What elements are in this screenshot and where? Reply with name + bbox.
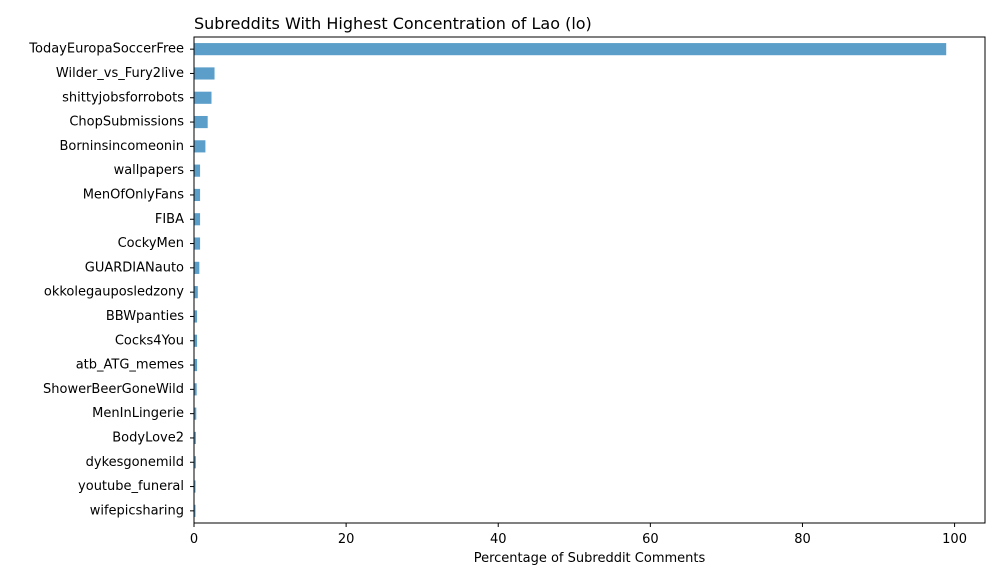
y-tick-label: atb_ATG_memes xyxy=(76,358,185,373)
y-tick-label: shittyjobsforrobots xyxy=(62,90,184,105)
bar-MenOfOnlyFans xyxy=(194,188,201,202)
bar-ChopSubmissions xyxy=(194,115,208,129)
plot-frame xyxy=(193,36,986,524)
y-tick-label: okkolegauposledzony xyxy=(44,285,184,300)
y-tick-label: CockyMen xyxy=(118,236,184,251)
bar-Wilder_vs_Fury2live xyxy=(194,67,215,80)
y-tick-label: FIBA xyxy=(155,212,184,227)
y-tick-label: MenInLingerie xyxy=(92,406,184,421)
x-tick-label: 20 xyxy=(338,532,355,547)
y-tick-label: Cocks4You xyxy=(115,333,184,348)
y-tick-label: TodayEuropaSoccerFree xyxy=(28,42,184,57)
bar-dykesgonemild xyxy=(194,456,196,469)
bar-ShowerBeerGoneWild xyxy=(194,383,197,396)
bar-wifepicsharing xyxy=(194,504,196,517)
x-tick-label: 40 xyxy=(490,532,507,547)
y-tick-label: BBWpanties xyxy=(106,309,184,324)
x-axis-label: Percentage of Subreddit Comments xyxy=(474,551,706,566)
x-tick-label: 100 xyxy=(942,532,967,547)
bars-group xyxy=(194,43,947,517)
y-tick-label: MenOfOnlyFans xyxy=(83,187,185,202)
y-tick-label: GUARDIANauto xyxy=(85,260,184,275)
y-tick-label: BodyLove2 xyxy=(112,430,184,445)
y-axis-ticks: TodayEuropaSoccerFree Wilder_vs_Fury2live… xyxy=(28,42,194,518)
y-tick-label: wifepicsharing xyxy=(90,503,184,518)
bar-okkolegauposledzony xyxy=(194,286,198,299)
y-tick-label: dykesgonemild xyxy=(86,455,184,470)
x-tick-label: 60 xyxy=(642,532,659,547)
bar-MenInLingerie xyxy=(194,407,197,420)
bar-shittyjobsforrobots xyxy=(194,91,212,104)
bar-CockyMen xyxy=(194,237,201,250)
y-tick-label: ShowerBeerGoneWild xyxy=(43,382,184,397)
y-tick-label: Borninsincomeonin xyxy=(59,139,184,154)
x-tick-label: 80 xyxy=(794,532,811,547)
x-tick-label: 0 xyxy=(190,532,198,547)
bar-youtube_funeral xyxy=(194,480,196,493)
bar-BodyLove2 xyxy=(194,431,196,445)
bar-Cocks4You xyxy=(194,334,198,347)
bar-FIBA xyxy=(194,213,201,226)
bar-TodayEuropaSoccerFree xyxy=(194,43,947,56)
bar-GUARDIANauto xyxy=(194,261,200,274)
bar-wallpapers xyxy=(194,164,201,177)
x-axis-ticks: 0 20 40 60 80 100 xyxy=(190,523,967,547)
chart-title: Subreddits With Highest Concentration of… xyxy=(194,14,592,33)
y-tick-label: ChopSubmissions xyxy=(69,115,184,130)
y-tick-label: youtube_funeral xyxy=(78,479,184,494)
bar-BBWpanties xyxy=(194,310,198,323)
y-tick-label: wallpapers xyxy=(114,163,185,178)
y-tick-label: Wilder_vs_Fury2live xyxy=(56,66,184,81)
bar-atb_ATG_memes xyxy=(194,358,198,372)
bar-Borninsincomeonin xyxy=(194,140,206,153)
